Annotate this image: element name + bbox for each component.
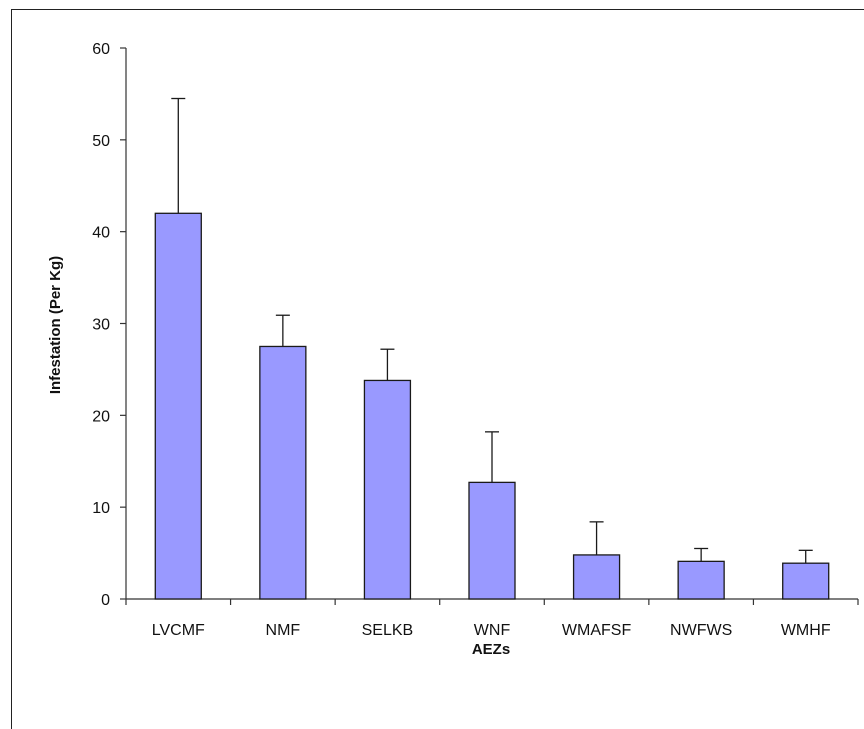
bar (259, 345, 307, 600)
y-tick-label: 50 (92, 133, 110, 150)
y-tick-label: 40 (92, 225, 110, 242)
y-tick-label: 0 (101, 592, 110, 609)
bar (782, 562, 830, 600)
error-bars (171, 97, 813, 564)
x-tick-label: SELKB (362, 622, 414, 639)
x-tick-label: LVCMF (152, 622, 205, 639)
y-tick-label: 10 (92, 500, 110, 517)
bar (677, 560, 725, 600)
x-tick-label: WMAFSF (562, 622, 632, 639)
bar (572, 554, 621, 600)
y-tick-label: 30 (92, 317, 110, 334)
x-tick-label: NWFWS (670, 622, 732, 639)
chart-frame (11, 9, 864, 729)
x-tick-label: WMHF (781, 622, 831, 639)
y-axis: 0 10 20 30 40 50 60 (92, 41, 127, 609)
y-axis-title: Infestation (Per Kg) (47, 256, 64, 394)
x-axis-title: AEZs (472, 641, 510, 658)
bar (468, 481, 516, 600)
bar (154, 212, 202, 600)
bars (154, 212, 830, 600)
bar (363, 379, 412, 600)
x-tick-label: NMF (266, 622, 301, 639)
x-tick-label: WNF (474, 622, 511, 639)
x-axis: LVCMF NMF SELKB WNF WMAFSF NWFWS WMHF (125, 598, 859, 639)
y-tick-label: 60 (92, 41, 110, 58)
y-tick-label: 20 (92, 408, 110, 425)
